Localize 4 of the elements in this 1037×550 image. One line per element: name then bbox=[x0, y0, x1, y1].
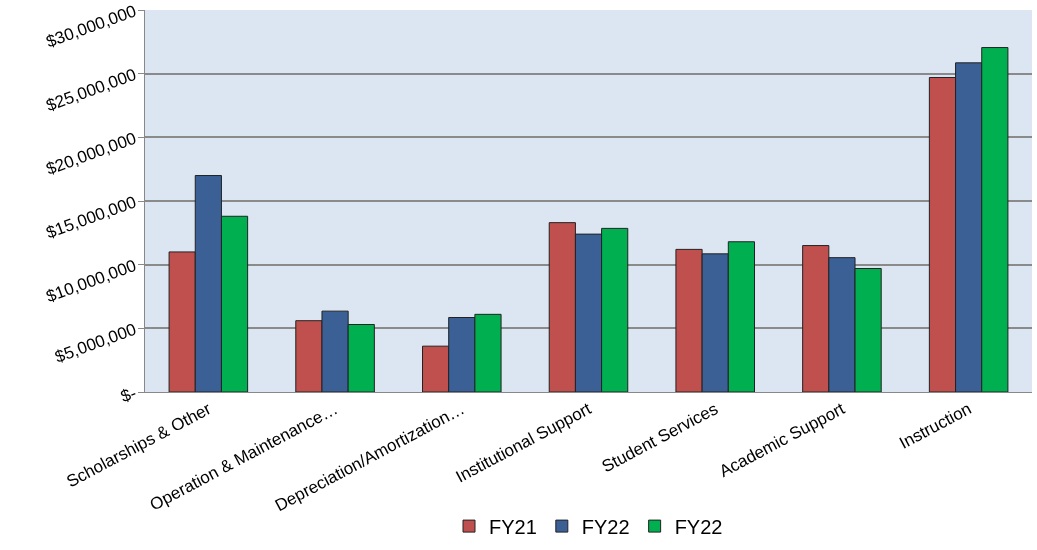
y-tick-label: $- bbox=[118, 383, 139, 407]
legend-label: FY21 bbox=[489, 515, 537, 538]
legend-label: FY22 bbox=[581, 515, 630, 538]
legend-label: FY22 bbox=[674, 515, 723, 538]
